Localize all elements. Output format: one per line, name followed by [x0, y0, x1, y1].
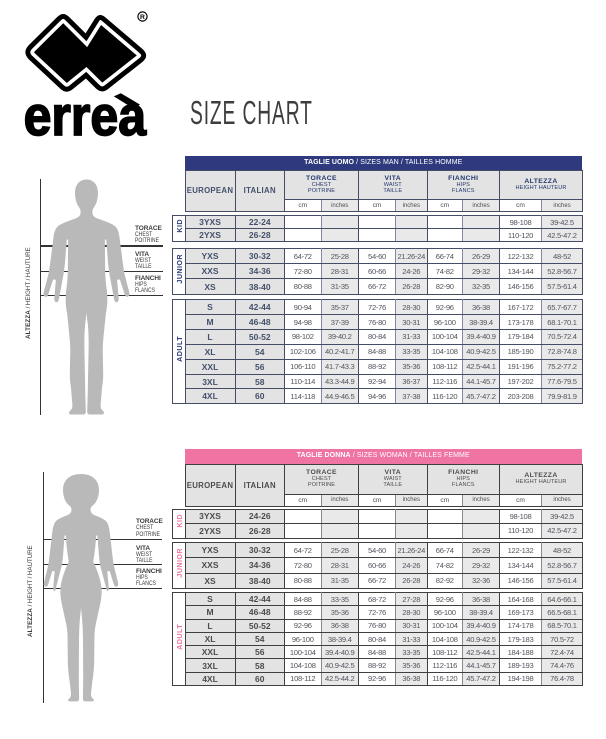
svg-text:R: R [140, 14, 145, 21]
svg-text:errea: errea [24, 84, 147, 146]
